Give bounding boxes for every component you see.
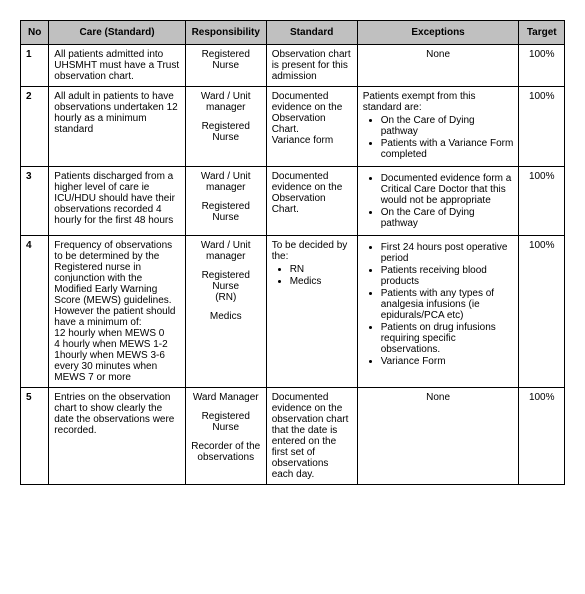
cell-standard: To be decided by the: RN Medics — [266, 236, 357, 388]
cell-no: 1 — [21, 45, 49, 87]
cell-care: Entries on the observation chart to show… — [49, 388, 186, 485]
cell-exceptions: None — [357, 45, 519, 87]
exc-item: Patients on drug infusions requiring spe… — [381, 322, 514, 355]
resp-item: Medics — [191, 311, 261, 322]
exc-item: First 24 hours post operative period — [381, 242, 514, 264]
exc-item: Patients with a Variance Form completed — [381, 138, 514, 160]
exc-item: Documented evidence form a Critical Care… — [381, 173, 514, 206]
exc-item: Patients with any types of analgesia inf… — [381, 288, 514, 321]
resp-item: Registered Nurse — [191, 270, 261, 292]
resp-item: Recorder of the observations — [191, 441, 261, 463]
cell-no: 3 — [21, 167, 49, 236]
std-line: Documented evidence on the Observation C… — [272, 91, 352, 135]
header-responsibility: Responsibility — [185, 21, 266, 45]
table-row: 3 Patients discharged from a higher leve… — [21, 167, 565, 236]
resp-item: Ward / Unit manager — [191, 171, 261, 193]
cell-exceptions: None — [357, 388, 519, 485]
resp-item: Ward / Unit manager — [191, 240, 261, 262]
cell-standard: Documented evidence on the observation c… — [266, 388, 357, 485]
header-no: No — [21, 21, 49, 45]
resp-item: Registered Nurse — [191, 121, 261, 143]
care-line: every 30 minutes when MEWS 7 or more — [54, 361, 180, 383]
std-item: Medics — [290, 276, 352, 287]
exc-item: Variance Form — [381, 356, 514, 367]
care-para: Frequency of observations to be determin… — [54, 240, 180, 328]
resp-item: Ward Manager — [191, 392, 261, 403]
header-row: No Care (Standard) Responsibility Standa… — [21, 21, 565, 45]
cell-responsibility: Registered Nurse — [185, 45, 266, 87]
cell-target: 100% — [519, 45, 565, 87]
cell-care: All patients admitted into UHSMHT must h… — [49, 45, 186, 87]
care-line: 1hourly when MEWS 3-6 — [54, 350, 180, 361]
resp-item: (RN) — [191, 292, 261, 303]
table-row: 4 Frequency of observations to be determ… — [21, 236, 565, 388]
cell-responsibility: Ward / Unit manager Registered Nurse — [185, 167, 266, 236]
cell-standard: Documented evidence on the Observation C… — [266, 167, 357, 236]
cell-care: Frequency of observations to be determin… — [49, 236, 186, 388]
cell-standard: Observation chart is present for this ad… — [266, 45, 357, 87]
table-row: 5 Entries on the observation chart to sh… — [21, 388, 565, 485]
cell-no: 4 — [21, 236, 49, 388]
care-line: 12 hourly when MEWS 0 — [54, 328, 180, 339]
cell-target: 100% — [519, 87, 565, 167]
header-standard: Standard — [266, 21, 357, 45]
care-line: 4 hourly when MEWS 1-2 — [54, 339, 180, 350]
resp-item: Registered Nurse — [191, 49, 261, 71]
header-care: Care (Standard) — [49, 21, 186, 45]
exc-item: On the Care of Dying pathway — [381, 115, 514, 137]
exc-item: On the Care of Dying pathway — [381, 207, 514, 229]
header-target: Target — [519, 21, 565, 45]
cell-exceptions: Patients exempt from this standard are: … — [357, 87, 519, 167]
cell-no: 5 — [21, 388, 49, 485]
std-item: RN — [290, 264, 352, 275]
exc-item: Patients receiving blood products — [381, 265, 514, 287]
exc-lead: Patients exempt from this standard are: — [363, 91, 514, 113]
table-row: 2 All adult in patients to have observat… — [21, 87, 565, 167]
cell-exceptions: First 24 hours post operative period Pat… — [357, 236, 519, 388]
cell-target: 100% — [519, 388, 565, 485]
exc-list: First 24 hours post operative period Pat… — [363, 242, 514, 367]
table-row: 1 All patients admitted into UHSMHT must… — [21, 45, 565, 87]
header-exceptions: Exceptions — [357, 21, 519, 45]
cell-responsibility: Ward / Unit manager Registered Nurse (RN… — [185, 236, 266, 388]
cell-responsibility: Ward Manager Registered Nurse Recorder o… — [185, 388, 266, 485]
resp-item: Registered Nurse — [191, 411, 261, 433]
cell-responsibility: Ward / Unit manager Registered Nurse — [185, 87, 266, 167]
cell-standard: Documented evidence on the Observation C… — [266, 87, 357, 167]
resp-item: Ward / Unit manager — [191, 91, 261, 113]
cell-care: Patients discharged from a higher level … — [49, 167, 186, 236]
resp-item: Registered Nurse — [191, 201, 261, 223]
cell-target: 100% — [519, 167, 565, 236]
cell-no: 2 — [21, 87, 49, 167]
exc-list: Documented evidence form a Critical Care… — [363, 173, 514, 229]
std-list: RN Medics — [272, 264, 352, 287]
std-line: Variance form — [272, 135, 352, 146]
cell-target: 100% — [519, 236, 565, 388]
cell-exceptions: Documented evidence form a Critical Care… — [357, 167, 519, 236]
std-lead: To be decided by the: — [272, 240, 352, 262]
standards-table: No Care (Standard) Responsibility Standa… — [20, 20, 565, 485]
exc-list: On the Care of Dying pathway Patients wi… — [363, 115, 514, 160]
cell-care: All adult in patients to have observatio… — [49, 87, 186, 167]
